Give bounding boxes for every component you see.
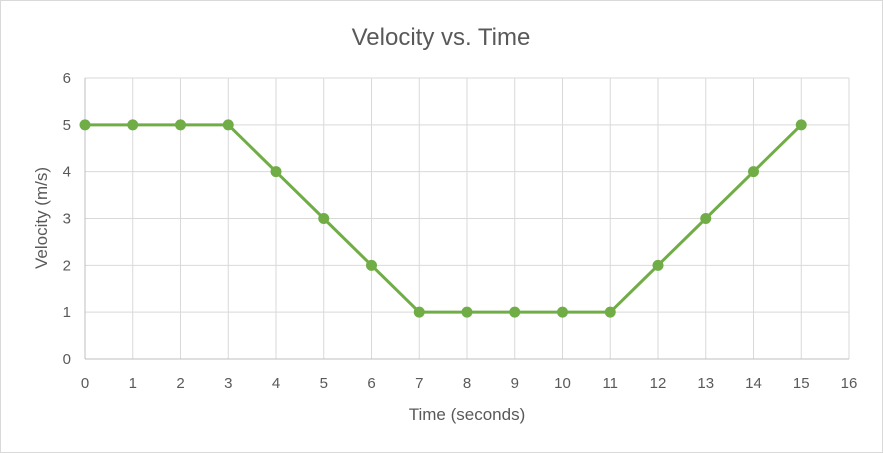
y-tick-label: 5 <box>63 117 71 134</box>
data-point <box>461 306 473 318</box>
x-tick-label: 5 <box>320 375 328 392</box>
x-tick-label: 6 <box>367 375 375 392</box>
y-tick-label: 0 <box>63 351 71 368</box>
data-series <box>79 119 807 318</box>
data-point <box>413 306 425 318</box>
x-tick-label: 9 <box>511 375 519 392</box>
series-line <box>85 123 803 314</box>
y-tick-label: 1 <box>63 304 71 321</box>
data-point <box>318 213 330 224</box>
y-axis-label: Velocity (m/s) <box>32 167 51 269</box>
data-point <box>604 306 616 318</box>
chart-title: Velocity vs. Time <box>352 24 531 51</box>
y-tick-label: 4 <box>63 164 71 181</box>
x-tick-label: 10 <box>554 375 571 392</box>
data-point <box>175 119 186 131</box>
x-tick-label: 11 <box>602 375 618 392</box>
y-tick-label: 3 <box>63 211 71 228</box>
data-point <box>127 119 139 131</box>
y-tick-label: 2 <box>63 257 71 274</box>
x-tick-label: 15 <box>793 375 810 392</box>
y-tick-label: 6 <box>63 70 71 87</box>
data-point <box>700 213 712 224</box>
data-point <box>795 119 807 131</box>
x-tick-label: 4 <box>272 375 280 392</box>
data-point <box>270 166 282 178</box>
x-tick-label: 14 <box>745 375 762 392</box>
data-point <box>509 306 521 318</box>
x-tick-label: 1 <box>129 375 137 392</box>
x-tick-label: 12 <box>650 375 667 392</box>
data-point <box>222 119 234 131</box>
x-tick-label: 7 <box>415 375 423 392</box>
x-tick-labels: 0 1 2 3 4 5 6 7 8 9 10 11 12 13 14 15 16 <box>81 375 858 392</box>
data-point <box>557 306 568 318</box>
x-tick-label: 3 <box>224 375 232 392</box>
x-tick-label: 0 <box>81 375 89 392</box>
y-tick-labels: 0 1 2 3 4 5 6 <box>63 70 71 368</box>
data-point <box>79 119 91 131</box>
data-point <box>366 259 377 271</box>
x-tick-label: 16 <box>841 375 858 392</box>
x-tick-label: 13 <box>697 375 714 392</box>
data-point <box>652 259 664 271</box>
x-tick-label: 8 <box>463 375 471 392</box>
x-axis-label: Time (seconds) <box>409 405 526 424</box>
data-point <box>748 166 759 178</box>
x-tick-label: 2 <box>176 375 184 392</box>
